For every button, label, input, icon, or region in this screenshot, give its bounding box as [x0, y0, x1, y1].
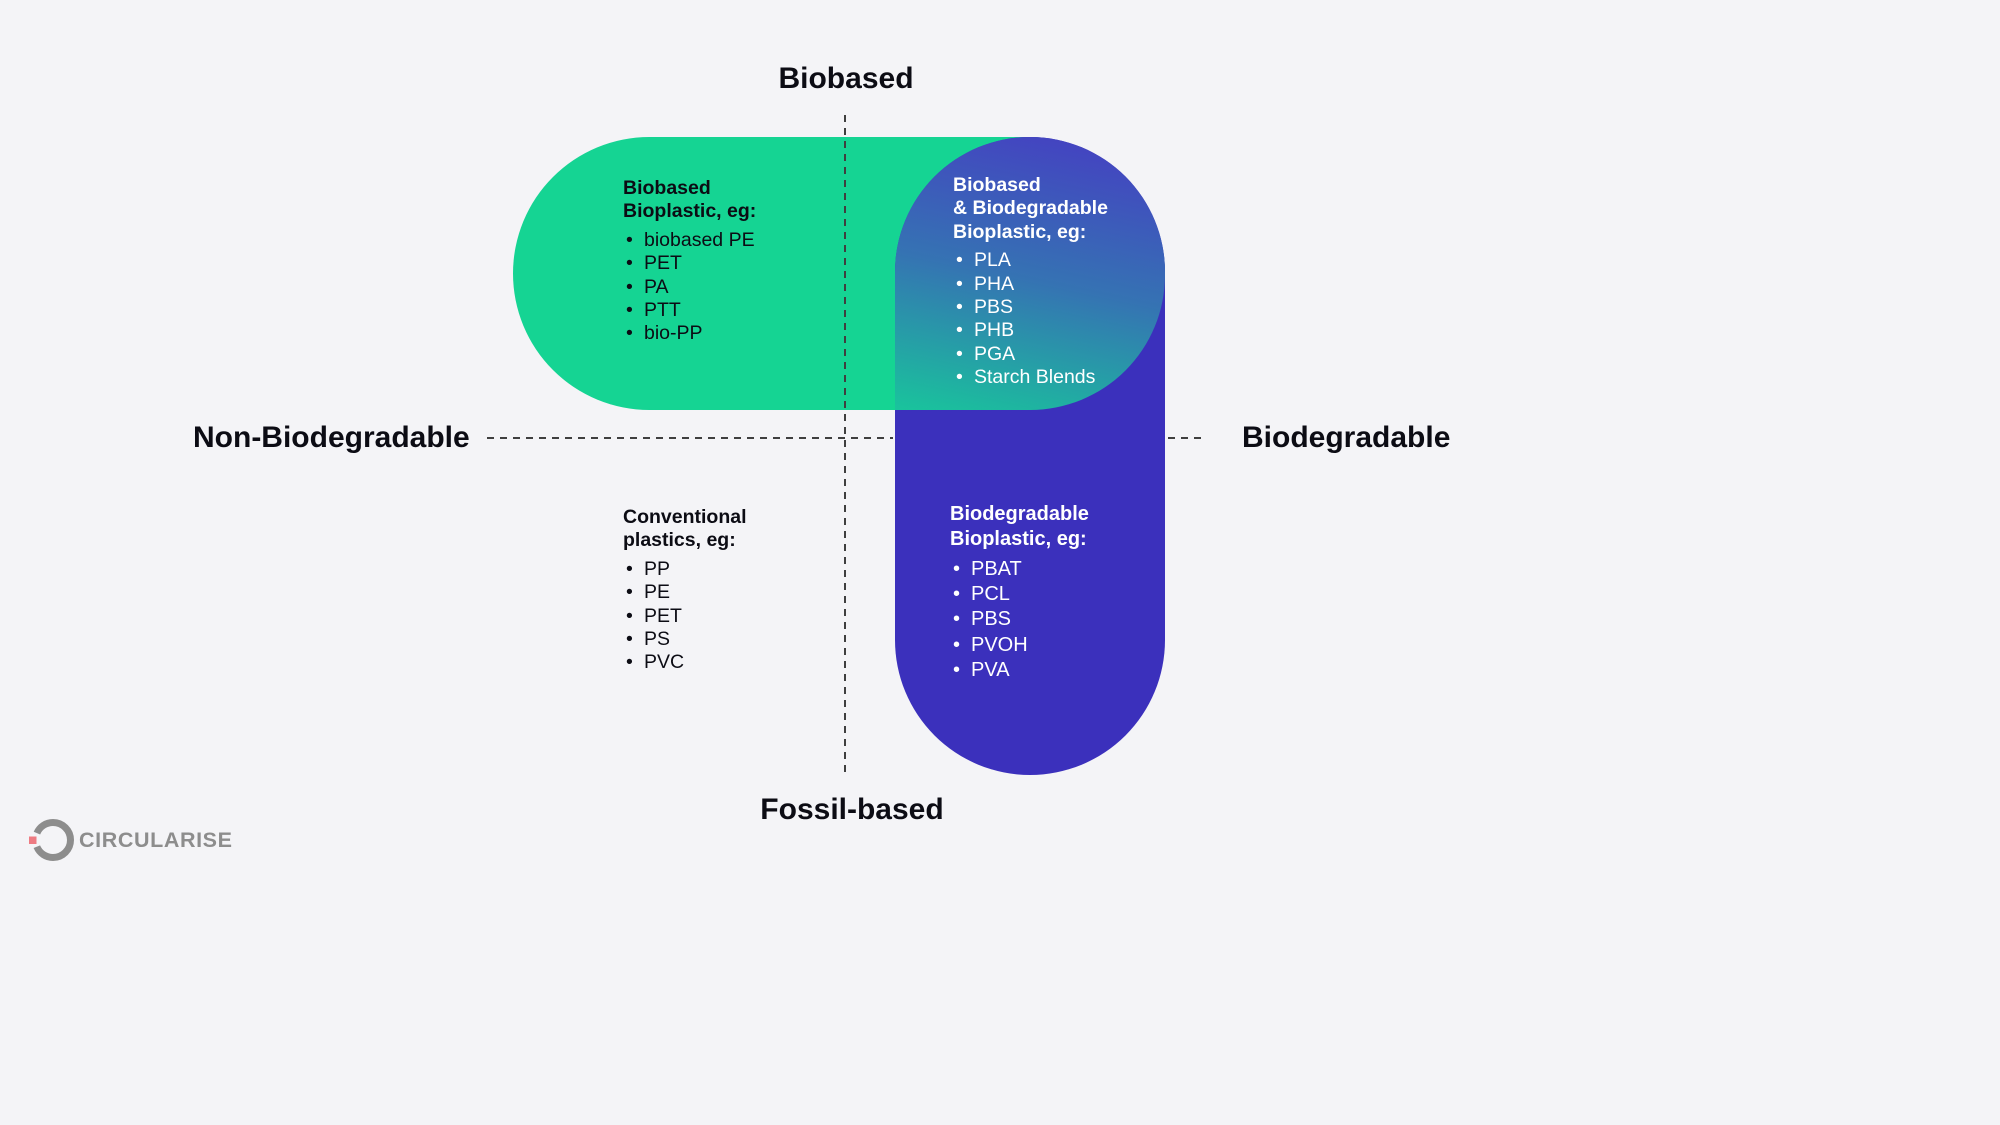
quadrant-title: Conventional plastics, eg: [623, 506, 747, 552]
circularise-logo-text: CIRCULARISE [79, 827, 233, 852]
quadrant-item-list: PPPEPETPSPVC [623, 558, 747, 675]
list-item: PBS [950, 607, 1089, 632]
list-item: PS [623, 628, 747, 652]
axis-label-biodegradable: Biodegradable [1242, 421, 1451, 454]
horizontal-axis-dashed-line-left [487, 437, 893, 439]
axis-label-biobased: Biobased [778, 62, 914, 95]
quadrant-title: Biobased Bioplastic, eg: [623, 177, 757, 223]
list-item: PE [623, 581, 747, 605]
circularise-logo: CIRCULARISE [28, 816, 233, 864]
list-item: PGA [953, 343, 1108, 367]
list-item: PVOH [950, 633, 1089, 658]
quadrant-title: Biodegradable Bioplastic, eg: [950, 503, 1089, 550]
list-item: PHB [953, 319, 1108, 343]
axis-label-fossil-based: Fossil-based [760, 793, 944, 826]
axis-label-non-biodegradable: Non-Biodegradable [193, 421, 470, 454]
quadrant-item-list: PLAPHAPBSPHBPGAStarch Blends [953, 249, 1108, 390]
list-item: PVC [623, 651, 747, 675]
list-item: PLA [953, 249, 1108, 273]
quadrant-fossil-biodegradable: Biodegradable Bioplastic, eg: PBATPCLPBS… [950, 502, 1089, 683]
list-item: PP [623, 558, 747, 582]
list-item: PCL [950, 582, 1089, 607]
list-item: PTT [623, 299, 756, 323]
logo-pink-square [29, 836, 37, 844]
list-item: PBAT [950, 557, 1089, 582]
list-item: PA [623, 276, 756, 300]
vertical-axis-dashed-line [844, 115, 846, 775]
list-item: PVA [950, 658, 1089, 683]
quadrant-biobased-biodegradable: Biobased & Biodegradable Bioplastic, eg:… [953, 174, 1108, 390]
list-item: Starch Blends [953, 366, 1108, 390]
quadrant-title: Biobased & Biodegradable Bioplastic, eg: [953, 174, 1108, 243]
list-item: bio-PP [623, 322, 756, 346]
list-item: PBS [953, 296, 1108, 320]
quadrant-item-list: biobased PEPETPAPTTbio-PP [623, 229, 756, 346]
circularise-ring-icon [29, 819, 74, 861]
list-item: PET [623, 605, 747, 629]
quadrant-fossil-nonbiodegradable: Conventional plastics, eg: PPPEPETPSPVC [623, 506, 747, 675]
horizontal-axis-dashed-line-right [1168, 437, 1202, 439]
quadrant-biobased-nonbiodegradable: Biobased Bioplastic, eg: biobased PEPETP… [623, 177, 756, 346]
list-item: biobased PE [623, 229, 756, 253]
list-item: PET [623, 252, 756, 276]
list-item: PHA [953, 273, 1108, 297]
quadrant-item-list: PBATPCLPBSPVOHPVA [950, 557, 1089, 683]
